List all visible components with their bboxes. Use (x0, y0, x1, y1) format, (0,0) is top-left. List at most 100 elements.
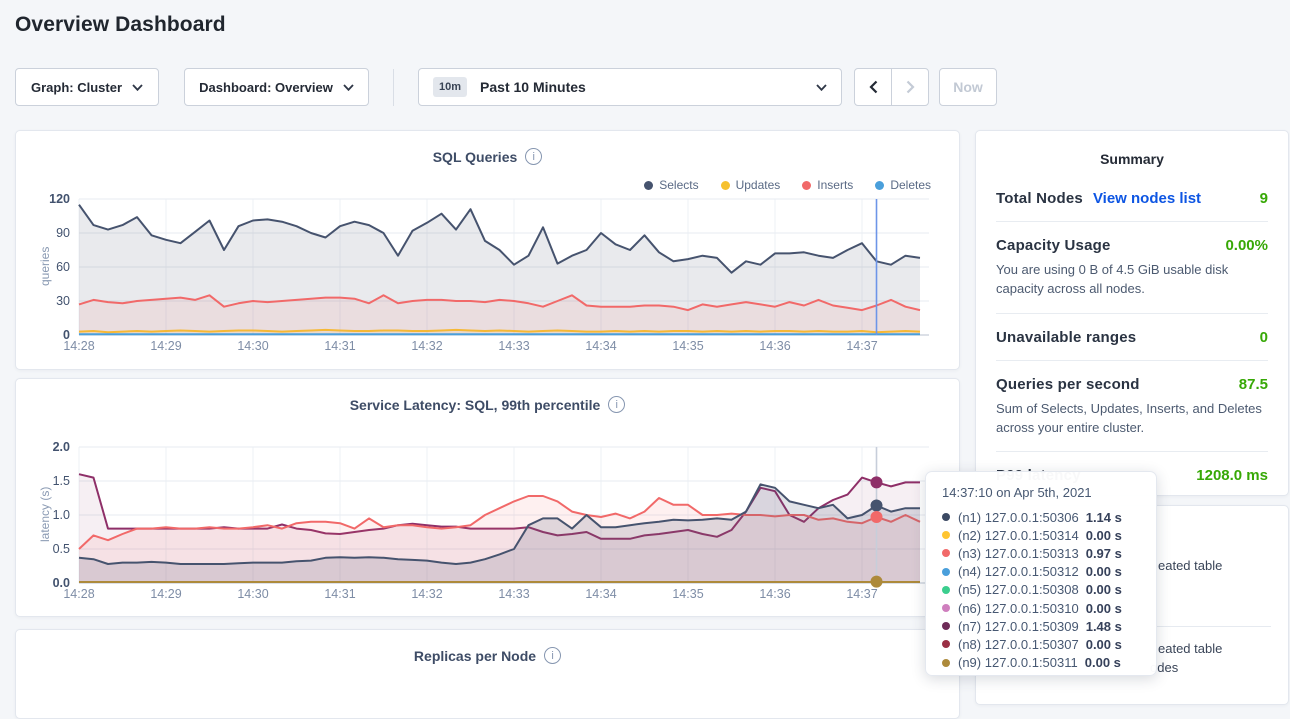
tooltip-dot (942, 531, 950, 539)
svg-text:60: 60 (56, 260, 70, 274)
summary-row-queries-per-second: Queries per second 87.5 Sum of Selects, … (996, 360, 1268, 452)
legend-label: Deletes (890, 178, 931, 192)
svg-text:14:37: 14:37 (846, 339, 877, 353)
summary-title: Summary (996, 151, 1268, 167)
tooltip-dot (942, 586, 950, 594)
time-range-dropdown[interactable]: 10m Past 10 Minutes (418, 68, 842, 106)
info-icon[interactable]: i (608, 396, 625, 413)
tooltip-node-value: 1.48 s (1086, 619, 1122, 634)
tooltip-dot (942, 513, 950, 521)
summary-label: Queries per second (996, 376, 1140, 393)
tooltip-row: (n5) 127.0.0.1:50308 0.00 s (942, 581, 1140, 599)
legend-dot (875, 181, 884, 190)
time-prev-button[interactable] (854, 68, 892, 106)
svg-text:14:32: 14:32 (411, 587, 442, 601)
summary-description: Sum of Selects, Updates, Inserts, and De… (996, 400, 1268, 438)
tooltip-dot (942, 640, 950, 648)
chevron-down-icon (132, 84, 143, 91)
legend-item[interactable]: Updates (721, 178, 781, 192)
event-text-fragment: eated table (1158, 558, 1222, 573)
legend-label: Updates (736, 178, 781, 192)
summary-panel: Summary Total Nodes View nodes list 9 Ca… (975, 130, 1289, 496)
svg-text:14:36: 14:36 (759, 339, 790, 353)
tooltip-node-name: (n1) 127.0.0.1:50306 (958, 510, 1079, 525)
summary-row-total-nodes: Total Nodes View nodes list 9 (996, 175, 1268, 221)
svg-text:14:35: 14:35 (672, 339, 703, 353)
info-icon[interactable]: i (544, 647, 561, 664)
legend-item[interactable]: Deletes (875, 178, 931, 192)
svg-text:30: 30 (56, 294, 70, 308)
tooltip-node-value: 0.00 s (1086, 564, 1122, 579)
dashboard-dropdown-label: Dashboard: Overview (199, 80, 333, 95)
summary-row-capacity-usage: Capacity Usage 0.00% You are using 0 B o… (996, 221, 1268, 313)
legend-dot (721, 181, 730, 190)
summary-value: 1208.0 ms (1196, 467, 1268, 484)
tooltip-node-value: 1.14 s (1086, 510, 1122, 525)
tooltip-row: (n9) 127.0.0.1:50311 0.00 s (942, 654, 1140, 672)
legend-label: Inserts (817, 178, 853, 192)
tooltip: 14:37:10 on Apr 5th, 2021 (n1) 127.0.0.1… (925, 471, 1157, 676)
legend-dot (644, 181, 653, 190)
summary-label: Total Nodes (996, 190, 1083, 207)
svg-text:14:37: 14:37 (846, 587, 877, 601)
dashboard-dropdown[interactable]: Dashboard: Overview (184, 68, 369, 106)
tooltip-node-name: (n6) 127.0.0.1:50310 (958, 601, 1079, 616)
chart-panel-replicas-per-node: Replicas per Node i (15, 629, 960, 719)
tooltip-rows: (n1) 127.0.0.1:503061.14 s(n2) 127.0.0.1… (942, 508, 1140, 672)
chart-title: Service Latency: SQL, 99th percentile i (16, 396, 959, 413)
service-latency-chart[interactable]: 0.00.51.01.52.014:2814:2914:3014:3114:32… (29, 445, 929, 607)
svg-text:14:36: 14:36 (759, 587, 790, 601)
info-icon[interactable]: i (525, 148, 542, 165)
tooltip-row: (n3) 127.0.0.1:503130.97 s (942, 544, 1140, 562)
tooltip-node-name: (n7) 127.0.0.1:50309 (958, 619, 1079, 634)
event-text-fragment: eated table (1158, 641, 1222, 656)
time-next-button[interactable] (891, 68, 929, 106)
svg-text:14:28: 14:28 (63, 587, 94, 601)
tooltip-header: 14:37:10 on Apr 5th, 2021 (942, 485, 1140, 500)
svg-text:1.5: 1.5 (53, 474, 70, 488)
divider (393, 69, 394, 106)
chevron-left-icon (869, 80, 878, 94)
tooltip-node-name: (n3) 127.0.0.1:50313 (958, 546, 1079, 561)
tooltip-node-value: 0.00 s (1086, 582, 1122, 597)
tooltip-node-name: (n2) 127.0.0.1:50314 (958, 528, 1079, 543)
tooltip-row: (n2) 127.0.0.1:503140.00 s (942, 526, 1140, 544)
summary-value: 9 (1260, 190, 1268, 207)
svg-text:14:29: 14:29 (150, 587, 181, 601)
chart-panel-sql-queries: SQL Queries i Selects Updates Inserts Delet… (15, 130, 960, 370)
tooltip-node-name: (n5) 127.0.0.1:50308 (958, 582, 1079, 597)
tooltip-dot (942, 604, 950, 612)
chart-title: Replicas per Node i (16, 647, 959, 664)
legend-label: Selects (659, 178, 698, 192)
tooltip-dot (942, 568, 950, 576)
summary-label: Capacity Usage (996, 237, 1111, 254)
svg-text:14:32: 14:32 (411, 339, 442, 353)
tooltip-dot (942, 549, 950, 557)
now-button[interactable]: Now (939, 68, 997, 106)
time-range-badge: 10m (433, 77, 467, 97)
graph-dropdown[interactable]: Graph: Cluster (15, 68, 159, 106)
svg-text:14:29: 14:29 (150, 339, 181, 353)
svg-text:14:31: 14:31 (324, 587, 355, 601)
tooltip-node-value: 0.00 s (1085, 655, 1121, 670)
summary-value: 87.5 (1239, 376, 1268, 393)
svg-text:14:31: 14:31 (324, 339, 355, 353)
view-nodes-link[interactable]: View nodes list (1093, 190, 1201, 207)
legend-item[interactable]: Inserts (802, 178, 853, 192)
tooltip-node-name: (n4) 127.0.0.1:50312 (958, 564, 1079, 579)
sql-queries-chart[interactable]: 030609012014:2814:2914:3014:3114:3214:33… (29, 197, 929, 359)
svg-text:14:30: 14:30 (237, 587, 268, 601)
legend-dot (802, 181, 811, 190)
summary-description: You are using 0 B of 4.5 GiB usable disk… (996, 261, 1268, 299)
legend-item[interactable]: Selects (644, 178, 698, 192)
time-step-buttons (854, 68, 929, 106)
chart-title: SQL Queries i (16, 148, 959, 165)
tooltip-row: (n4) 127.0.0.1:50312 0.00 s (942, 563, 1140, 581)
svg-text:14:33: 14:33 (498, 339, 529, 353)
chevron-down-icon (343, 84, 354, 91)
svg-text:2.0: 2.0 (53, 440, 70, 454)
tooltip-node-name: (n9) 127.0.0.1:50311 (958, 655, 1078, 670)
svg-text:14:33: 14:33 (498, 587, 529, 601)
svg-text:0.5: 0.5 (53, 542, 70, 556)
chart-panel-service-latency: Service Latency: SQL, 99th percentile i … (15, 378, 960, 617)
